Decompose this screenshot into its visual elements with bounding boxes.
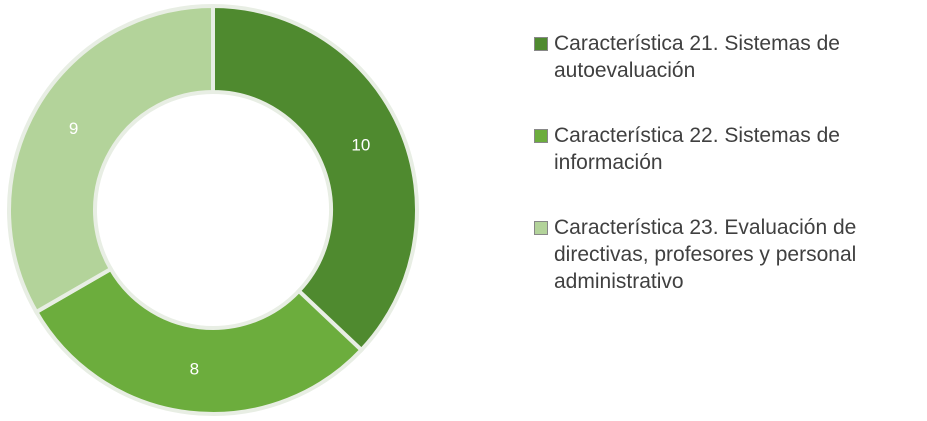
- data-label: 8: [190, 359, 199, 378]
- donut-segment: [33, 266, 365, 416]
- legend-swatch: [534, 129, 548, 143]
- donut-segment: [211, 3, 419, 353]
- data-label: 10: [351, 136, 370, 155]
- legend-label: Característica 21. Sistemas de autoevalu…: [554, 32, 840, 82]
- legend: Característica 21. Sistemas de autoevalu…: [534, 30, 924, 333]
- legend-item: Característica 21. Sistemas de autoevalu…: [534, 30, 924, 84]
- legend-item: Característica 22. Sistemas de informaci…: [534, 122, 924, 176]
- legend-swatch: [534, 221, 548, 235]
- legend-label: Característica 22. Sistemas de informaci…: [554, 124, 840, 174]
- legend-item: Característica 23. Evaluación de directi…: [534, 214, 924, 295]
- legend-label: Característica 23. Evaluación de directi…: [554, 216, 857, 293]
- legend-swatch: [534, 37, 548, 51]
- donut: 10 8 9: [7, 3, 419, 416]
- donut-segment: [7, 3, 215, 315]
- data-label: 9: [69, 119, 78, 138]
